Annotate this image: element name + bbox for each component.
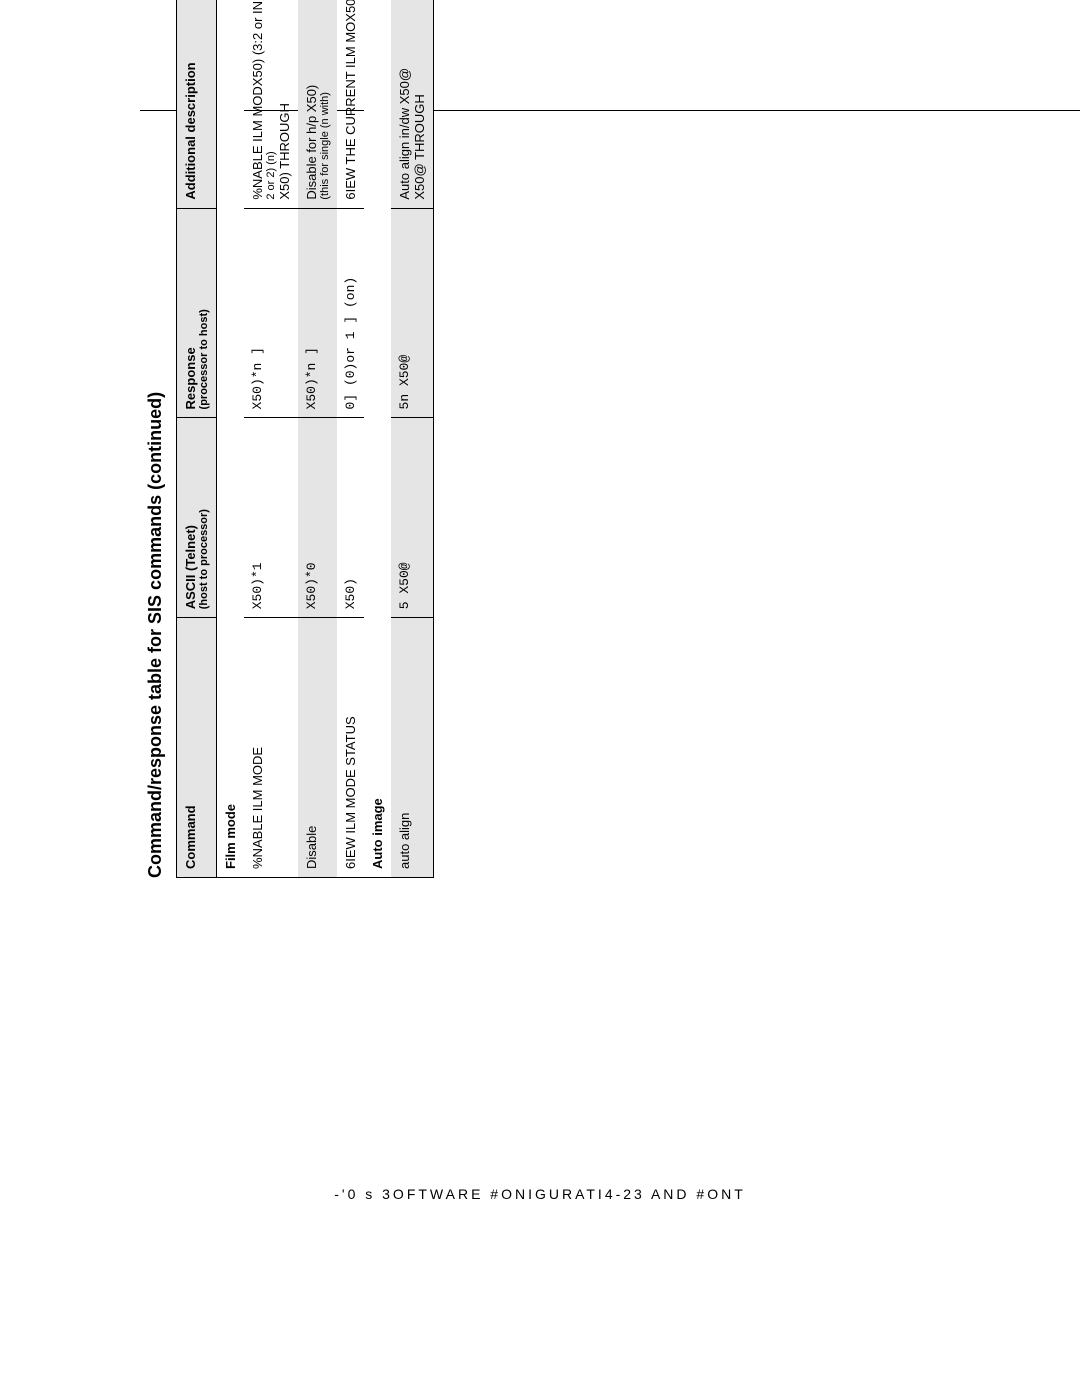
section-auto-image: Auto image xyxy=(364,0,391,878)
col-ascii-label: ASCII (Telnet) xyxy=(183,525,198,609)
desc-line: X50) THROUGH xyxy=(277,0,292,200)
table-header-row: Command ASCII (Telnet) (host to processo… xyxy=(177,0,217,878)
cell-asc: X50) xyxy=(337,418,364,618)
table-row: Disable X50)*0 X50)*n ] Disable for h/p … xyxy=(298,0,337,878)
cell-asc: 5 X50@ xyxy=(391,418,434,618)
rotated-content: Command/response table for SIS commands … xyxy=(145,0,434,878)
desc-line: (this for single (n with) xyxy=(319,0,331,200)
col-desc-label: Additional description xyxy=(183,62,198,199)
cell-resp: X50)*n ] xyxy=(298,208,337,418)
table-row: auto align 5 X50@ 5n X50@ Auto align in/… xyxy=(391,0,434,878)
cell-desc: 6IEW THE CURRENT ILM MOX50) xyxy=(337,0,364,208)
cell-desc: Auto align in/dw X50@ X50@ THROUGH xyxy=(391,0,434,208)
col-ascii-sub: (host to processor) xyxy=(198,426,210,609)
table-row: %NABLE ILM MODE X50)*1 X50)*n ] %NABLE I… xyxy=(244,0,298,878)
table-row: 6IEW ILM MODE STATUS X50) 0] (0)or 1 ] (… xyxy=(337,0,364,878)
section-auto-image-label: Auto image xyxy=(364,0,391,878)
page-footer: -'0 s 3OFTWARE #ONIGURATI4-23 AND #ONT xyxy=(0,1186,1080,1202)
table-title: Command/response table for SIS commands … xyxy=(145,0,166,878)
cell-desc: Disable for h/p X50) (this for single (n… xyxy=(298,0,337,208)
desc-line: Auto align in/dw X50@ xyxy=(397,0,412,200)
col-response-sub: (processor to host) xyxy=(198,217,210,410)
desc-line: 2 or 2) (n) xyxy=(265,0,277,200)
col-response-label: Response xyxy=(183,347,198,409)
cell-resp: X50)*n ] xyxy=(244,208,298,418)
col-ascii: ASCII (Telnet) (host to processor) xyxy=(177,418,217,618)
desc-line: %NABLE ILM MODX50) (3:2 or INPUT xyxy=(250,0,265,200)
desc-line: Disable for h/p X50) xyxy=(304,0,319,200)
section-film-mode-label: Film mode xyxy=(217,0,245,878)
sis-command-table: Command ASCII (Telnet) (host to processo… xyxy=(176,0,434,878)
col-command: Command xyxy=(177,618,217,878)
cell-resp: 0] (0)or 1 ] (on) xyxy=(337,208,364,418)
desc-line: X50@ THROUGH xyxy=(412,0,427,200)
cell-resp: 5n X50@ xyxy=(391,208,434,418)
cell-desc: %NABLE ILM MODX50) (3:2 or INPUT 2 or 2)… xyxy=(244,0,298,208)
cell-cmd: %NABLE ILM MODE xyxy=(244,618,298,878)
col-response: Response (processor to host) xyxy=(177,208,217,418)
page: SETTING FOR INPU "LOCKS THE Command/resp… xyxy=(0,0,1080,1397)
cell-cmd: Disable xyxy=(298,618,337,878)
col-command-label: Command xyxy=(183,805,198,869)
col-desc: Additional description xyxy=(177,0,217,208)
section-film-mode: Film mode xyxy=(217,0,245,878)
cell-cmd: 6IEW ILM MODE STATUS xyxy=(337,618,364,878)
cell-asc: X50)*0 xyxy=(298,418,337,618)
cell-asc: X50)*1 xyxy=(244,418,298,618)
cell-cmd: auto align xyxy=(391,618,434,878)
